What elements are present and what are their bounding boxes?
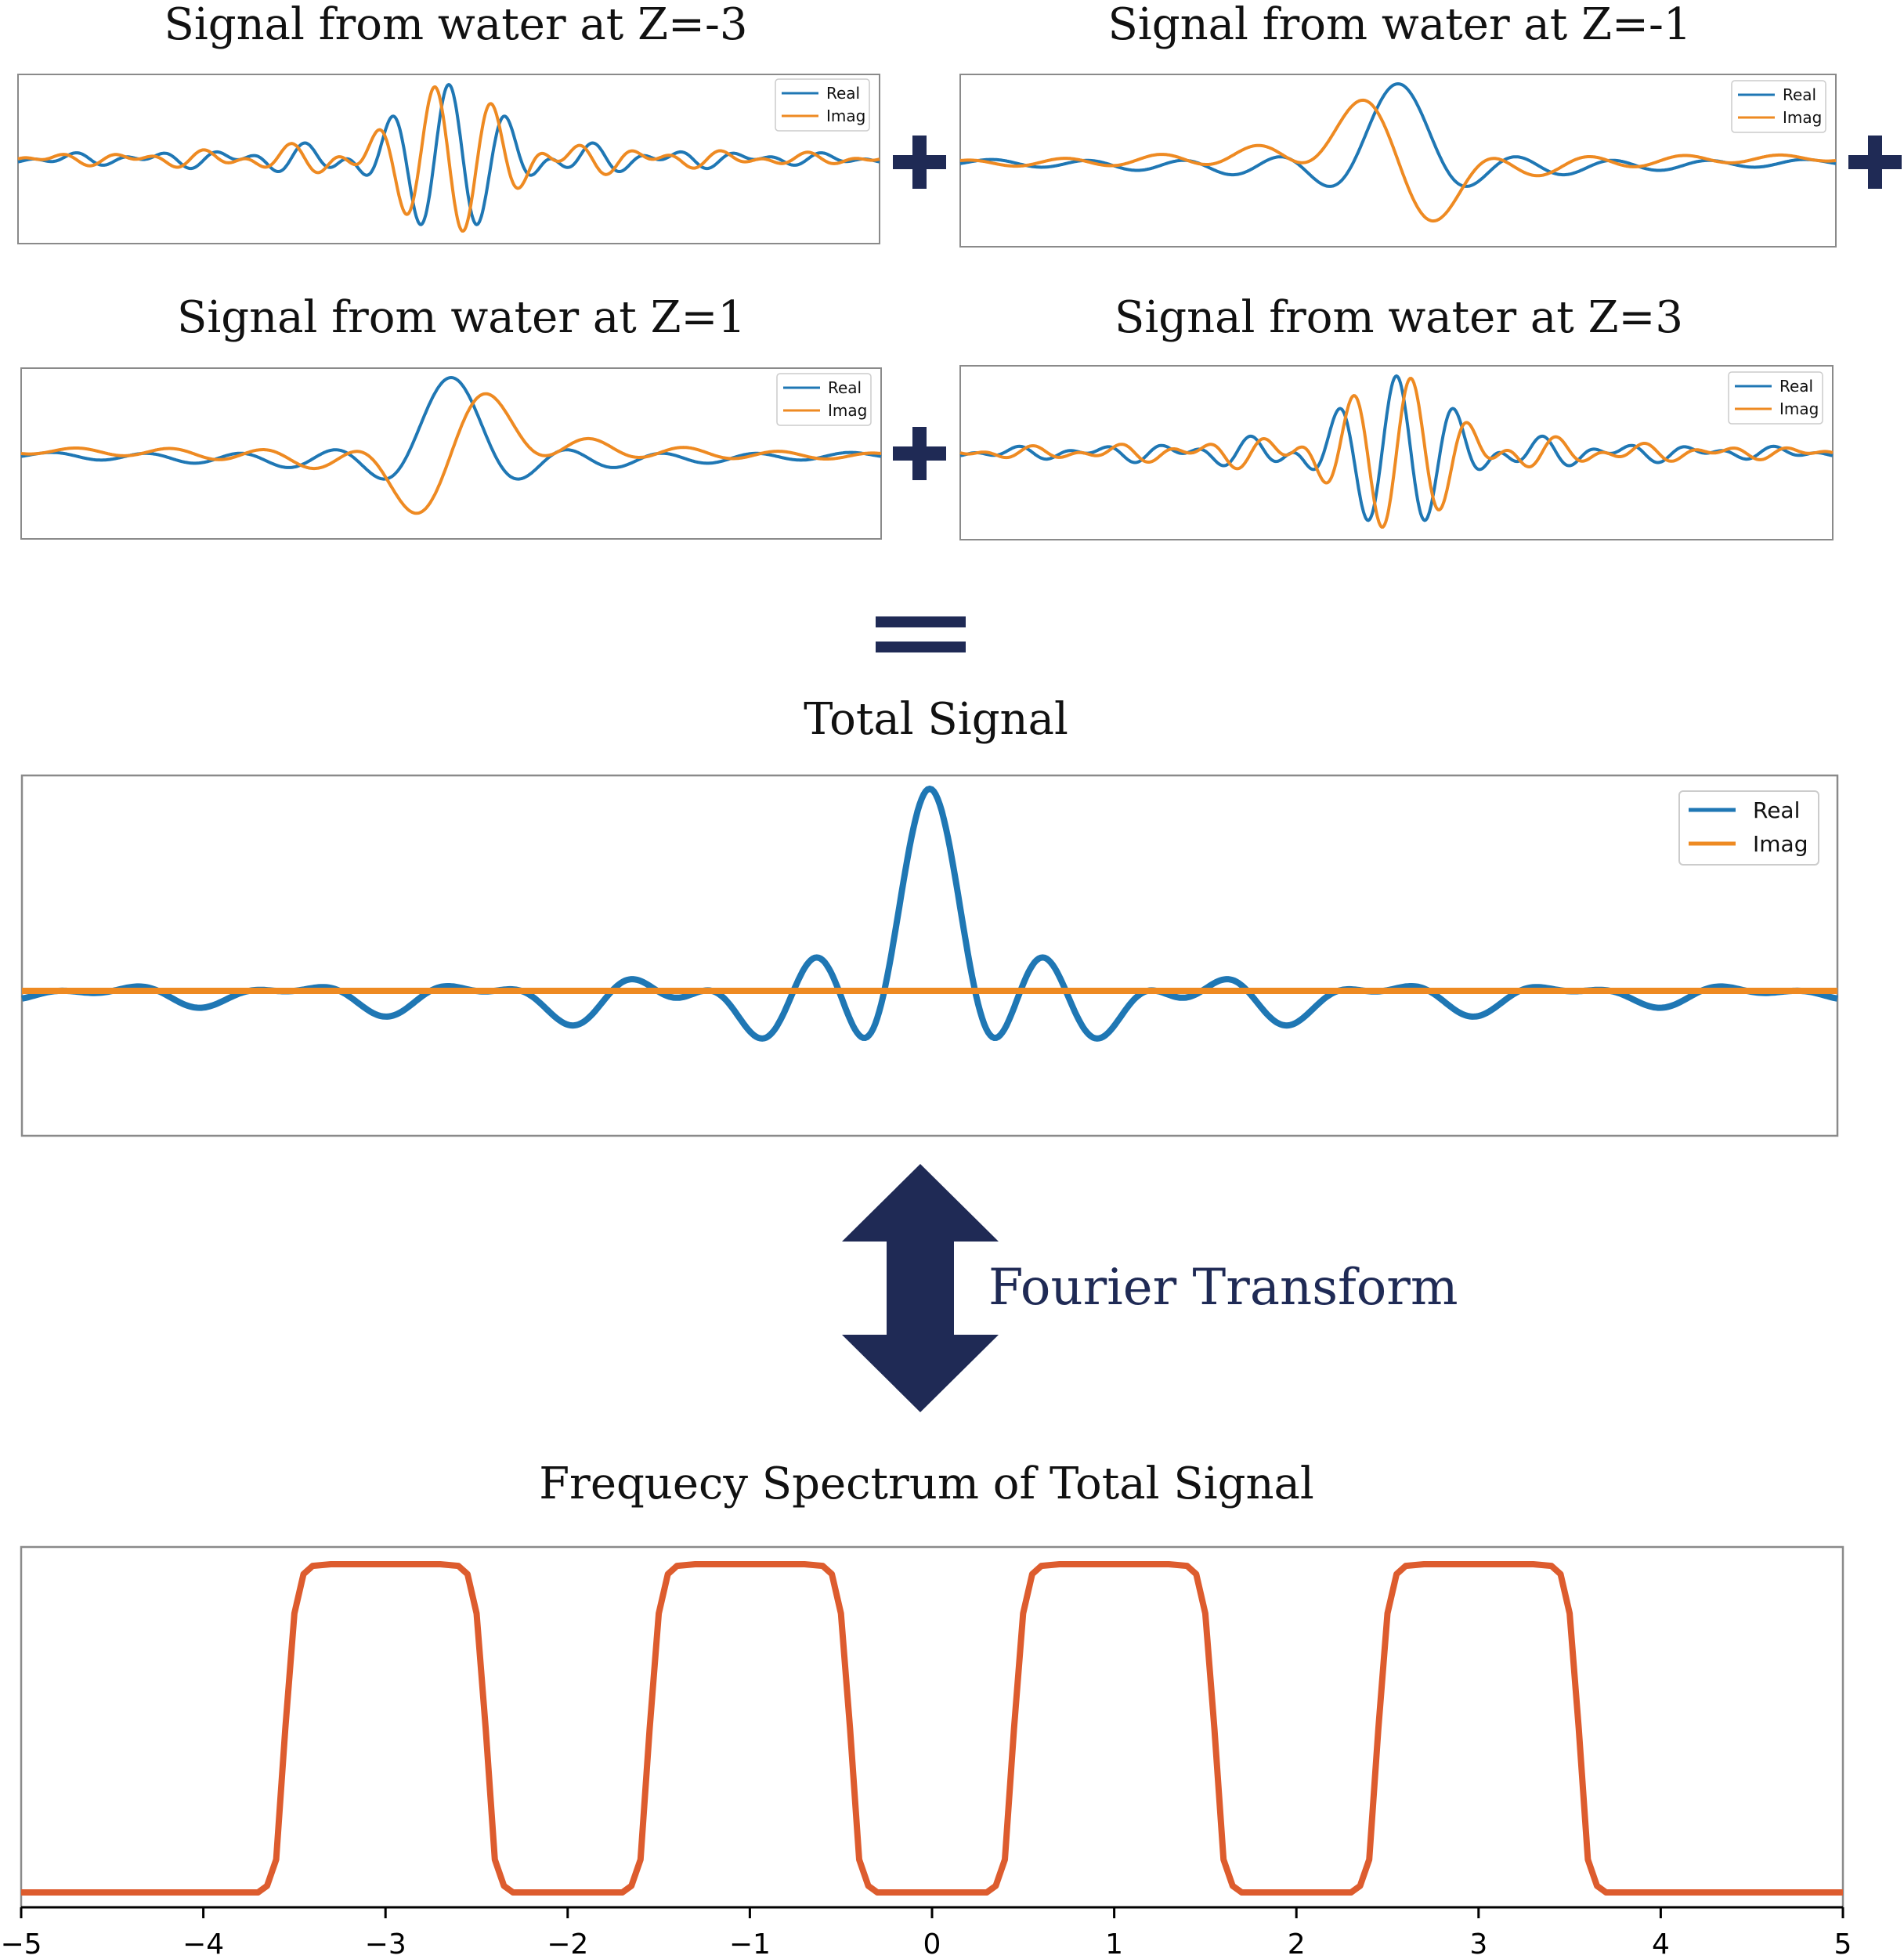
panel-title: Signal from water at Z=1 [177,292,746,343]
x-tick-label: 5 [1834,1928,1852,1959]
real-curve [21,785,1838,1042]
x-tick-label: 4 [1652,1928,1670,1959]
panel-title: Signal from water at Z=3 [1115,292,1683,343]
x-tick-label: −4 [182,1928,224,1959]
imag-curve [959,377,1834,529]
legend-real-label: Real [1753,797,1800,823]
legend: Real Imag [1728,371,1823,425]
equals-operator [876,616,966,652]
legend-real-label: Real [1779,377,1813,396]
panel-z-neg1: Signal from water at Z=-1 Real Imag [959,0,1837,248]
legend-imag-label: Imag [826,107,865,125]
spectrum-curve [21,1561,1843,1896]
plus-operator [893,427,946,480]
legend-imag-label: Imag [1783,108,1822,127]
real-curve [20,375,882,481]
real-curve [959,374,1834,522]
double-arrow-icon [842,1164,999,1412]
real-curve [17,82,880,226]
x-tick-label: 3 [1469,1928,1487,1959]
legend-imag-label: Imag [1753,831,1808,857]
panel-title: Signal from water at Z=-3 [164,0,747,50]
x-axis: −5 −4 −3 −2 −1 0 1 2 3 4 5 [0,1906,1852,1959]
x-tick-label: 2 [1288,1928,1306,1959]
x-tick-label: −3 [365,1928,406,1959]
panel-title: Frequecy Spectrum of Total Signal [539,1458,1314,1509]
plus-operator [1848,136,1902,189]
legend: Real Imag [776,373,872,426]
panel-title: Signal from water at Z=-1 [1107,0,1691,50]
panel-title: Total Signal [804,694,1068,745]
fourier-transform-label: Fourier Transform [988,1259,1458,1317]
panel-frequency-spectrum: Frequecy Spectrum of Total Signal −5 −4 −3… [0,1458,1852,1959]
panel-z-pos1: Signal from water at Z=1 Real Imag [20,292,882,540]
legend: Real Imag [1678,790,1819,866]
legend: Real Imag [775,78,870,132]
real-curve [959,81,1837,188]
legend: Real Imag [1731,80,1826,133]
imag-curve [20,392,882,515]
legend-imag-label: Imag [828,401,867,420]
plot-frame [20,774,1839,1137]
legend-imag-label: Imag [1779,399,1819,418]
x-tick-label: 0 [923,1928,941,1959]
plus-operator [893,136,946,189]
x-tick-label: −2 [547,1928,588,1959]
x-tick-label: −5 [0,1928,42,1959]
imag-curve [959,98,1837,223]
panel-total-signal: Total Signal Real Imag [20,694,1839,1137]
panel-z-pos3: Signal from water at Z=3 Real Imag [959,292,1834,540]
panel-z-neg3: Signal from water at Z=-3 Real Imag [17,0,880,244]
x-tick-label: −1 [729,1928,771,1959]
legend-real-label: Real [1783,85,1816,104]
legend-real-label: Real [828,378,862,397]
x-tick-label: 1 [1105,1928,1123,1959]
legend-real-label: Real [826,84,860,103]
imag-curve [17,85,880,233]
